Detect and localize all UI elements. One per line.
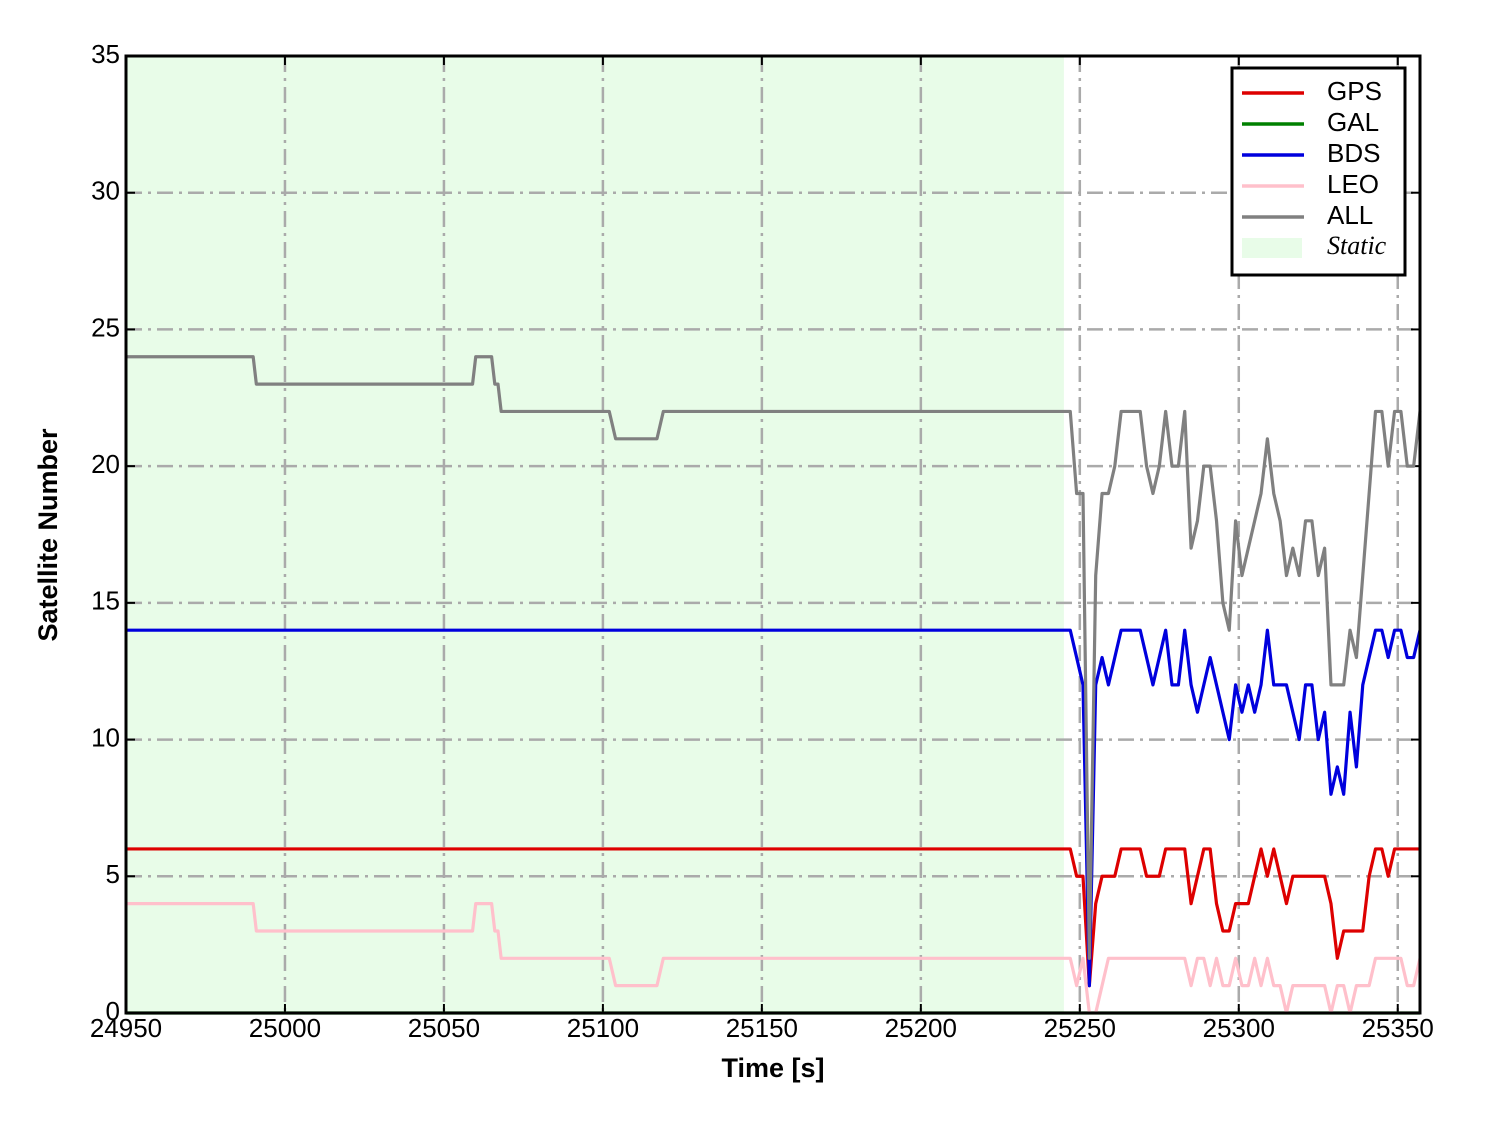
legend-swatch (1242, 238, 1302, 258)
legend-label: LEO (1327, 169, 1379, 199)
y-axis-title: Satellite Number (33, 428, 63, 642)
legend-label: GPS (1327, 76, 1382, 106)
y-tick-label: 20 (91, 449, 120, 479)
series-line (126, 628, 1422, 988)
legend-label: ALL (1327, 200, 1373, 230)
series-line (126, 355, 1422, 960)
series-line (126, 847, 1420, 988)
y-tick-label: 5 (106, 859, 120, 889)
y-tick-label: 35 (91, 39, 120, 69)
static-region (126, 56, 1064, 1013)
x-axis-title: Time [s] (721, 1053, 824, 1083)
y-tick-label: 30 (91, 176, 120, 206)
x-tick-label: 25350 (1362, 1013, 1434, 1043)
x-tick-label: 25050 (408, 1013, 480, 1043)
x-tick-label: 25000 (249, 1013, 321, 1043)
legend-label: Static (1327, 231, 1387, 260)
y-tick-label: 0 (106, 996, 120, 1026)
series-line (126, 902, 1422, 1015)
x-tick-label: 25200 (885, 1013, 957, 1043)
legend-label: BDS (1327, 138, 1380, 168)
x-tick-label: 25100 (567, 1013, 639, 1043)
x-tick-label: 25150 (726, 1013, 798, 1043)
legend-label: GAL (1327, 107, 1379, 137)
y-tick-label: 15 (91, 586, 120, 616)
plot-frame (124, 54, 1422, 1015)
x-tick-label: 25250 (1044, 1013, 1116, 1043)
x-tick-label: 24950 (90, 1013, 162, 1043)
x-tick-label: 25300 (1203, 1013, 1275, 1043)
y-tick-label: 25 (91, 312, 120, 342)
y-tick-label: 10 (91, 722, 120, 752)
